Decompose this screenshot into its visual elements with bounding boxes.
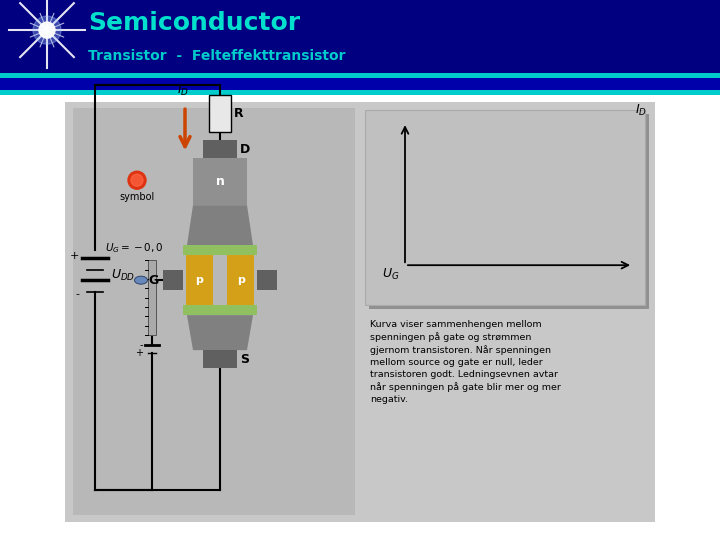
- Text: p: p: [195, 275, 203, 285]
- Circle shape: [39, 22, 55, 38]
- Text: $U_G$: $U_G$: [382, 267, 399, 282]
- Text: $U_{DD}$: $U_{DD}$: [111, 268, 135, 283]
- Text: +: +: [70, 251, 79, 261]
- Circle shape: [131, 174, 143, 186]
- Text: $U_G = -0,0$: $U_G = -0,0$: [104, 241, 163, 255]
- Bar: [0, 73, 720, 78]
- Text: Kurva viser sammenhengen mellom
spenningen på gate og strømmen
gjernom transisto: Kurva viser sammenhengen mellom spenning…: [370, 320, 561, 403]
- Text: $I_D$: $I_D$: [635, 103, 647, 118]
- Circle shape: [128, 171, 146, 189]
- Bar: [203, 140, 237, 158]
- Bar: [186, 255, 213, 305]
- Bar: [0, 90, 720, 95]
- Bar: [209, 95, 231, 132]
- Text: +: +: [135, 348, 143, 358]
- Bar: [203, 350, 237, 368]
- Text: symbol: symbol: [120, 192, 155, 202]
- Text: G: G: [148, 274, 158, 287]
- Text: Semiconductor: Semiconductor: [88, 11, 300, 35]
- Text: R: R: [234, 107, 243, 120]
- Text: -: -: [75, 289, 79, 299]
- Text: $I_D$: $I_D$: [177, 83, 189, 98]
- Text: S: S: [240, 353, 249, 366]
- Polygon shape: [187, 315, 253, 350]
- Circle shape: [33, 16, 61, 44]
- Bar: [65, 102, 655, 522]
- Bar: [227, 255, 254, 305]
- Bar: [193, 158, 247, 205]
- Bar: [148, 260, 156, 335]
- Text: -: -: [140, 340, 143, 350]
- Bar: [73, 109, 355, 515]
- Bar: [183, 245, 257, 255]
- Polygon shape: [187, 205, 253, 245]
- Text: Transistor  -  Felteffekttransistor: Transistor - Felteffekttransistor: [88, 49, 346, 63]
- Bar: [163, 270, 183, 290]
- Ellipse shape: [135, 276, 148, 284]
- Bar: [0, 78, 720, 90]
- Text: D: D: [240, 143, 251, 156]
- Bar: [369, 114, 649, 309]
- Bar: [183, 305, 257, 315]
- Bar: [257, 270, 277, 290]
- Text: n: n: [215, 176, 225, 188]
- Text: p: p: [237, 275, 245, 285]
- Bar: [365, 110, 645, 305]
